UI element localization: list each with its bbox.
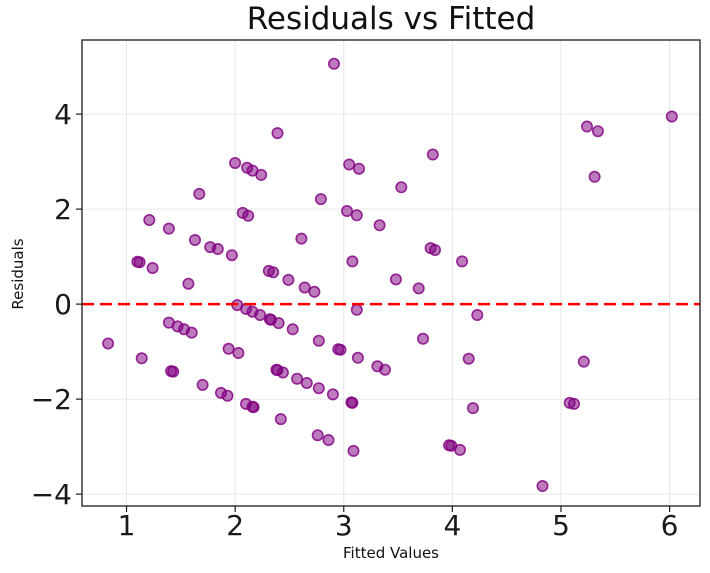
scatter-point: [426, 148, 439, 161]
scatter-point: [334, 343, 347, 356]
scatter-point: [185, 326, 198, 339]
scatter-point: [282, 273, 295, 286]
scatter-point: [133, 256, 146, 269]
scatter-point: [229, 157, 242, 170]
scatter-point: [580, 120, 593, 133]
y-axis: −4 −2 0 2 4: [31, 98, 82, 511]
scatter-point: [350, 303, 363, 316]
scatter-point: [314, 193, 327, 206]
scatter-point: [456, 255, 469, 268]
gridlines: [82, 40, 700, 506]
scatter-point: [326, 388, 339, 401]
scatter-point: [189, 234, 202, 247]
scatter-point: [267, 266, 280, 279]
scatter-point: [416, 332, 429, 345]
scatter-point: [255, 168, 268, 181]
scatter-point: [274, 413, 287, 426]
x-axis: 1 2 3 4 5 6: [118, 506, 679, 542]
scatter-point: [271, 127, 284, 140]
scatter-point: [567, 397, 580, 410]
scatter-point: [162, 222, 175, 235]
scatter-point: [340, 205, 353, 218]
scatter-point: [327, 57, 340, 70]
scatter-point: [242, 209, 255, 222]
scatter-point: [182, 277, 195, 290]
scatter-point: [308, 285, 321, 298]
scatter-point: [536, 479, 549, 492]
scatter-point: [471, 308, 484, 321]
scatter-point: [143, 214, 156, 227]
scatter-point: [453, 443, 466, 456]
y-axis-label: Residuals: [9, 238, 27, 310]
scatter-point: [272, 317, 285, 330]
scatter-point: [222, 342, 235, 355]
scatter-point: [312, 334, 325, 347]
scatter-point: [254, 308, 267, 321]
scatter-point: [395, 181, 408, 194]
scatter-point: [102, 337, 115, 350]
x-tick-label: 4: [443, 509, 461, 542]
x-tick-label: 1: [118, 509, 136, 542]
scatter-point: [591, 125, 604, 138]
scatter-point: [196, 378, 209, 391]
scatter-point: [232, 346, 245, 359]
y-tick-label: 0: [54, 288, 72, 321]
scatter-point: [298, 281, 311, 294]
y-tick-label: 2: [54, 193, 72, 226]
x-axis-label: Fitted Values: [343, 544, 439, 562]
scatter-point: [577, 355, 590, 368]
scatter-point: [466, 402, 479, 415]
scatter-point: [428, 244, 441, 257]
x-tick-label: 5: [552, 509, 570, 542]
x-tick-label: 6: [661, 509, 679, 542]
x-tick-label: 2: [226, 509, 244, 542]
scatter-point: [311, 429, 324, 442]
scatter-point: [352, 162, 365, 175]
axes-spines: [81, 39, 701, 507]
y-tick-label: −4: [31, 478, 72, 511]
scatter-point: [462, 352, 475, 365]
x-tick-label: 3: [335, 509, 353, 542]
scatter-point: [322, 433, 335, 446]
scatter-point: [389, 273, 402, 286]
scatter-point: [347, 444, 360, 457]
scatter-point: [276, 366, 289, 379]
scatter-point: [312, 382, 325, 395]
scatter-point: [343, 158, 356, 171]
scatter-point: [346, 255, 359, 268]
scatter-point: [225, 249, 238, 262]
scatter-point: [346, 396, 359, 409]
scatter-point: [135, 352, 148, 365]
scatter-point: [146, 261, 159, 274]
y-tick-label: −2: [31, 383, 72, 416]
scatter-point: [412, 282, 425, 295]
scatter-point: [665, 110, 678, 123]
scatter-point: [193, 187, 206, 200]
scatter-point: [378, 363, 391, 376]
chart-title: Residuals vs Fitted: [246, 1, 536, 37]
scatter-point: [373, 219, 386, 232]
scatter-point: [167, 365, 180, 378]
scatter-point: [247, 401, 260, 414]
scatter-point: [588, 170, 601, 183]
scatter-point: [286, 323, 299, 336]
scatter-points: [102, 57, 678, 492]
scatter-point: [300, 376, 313, 389]
scatter-point: [351, 351, 364, 364]
scatter-point: [350, 209, 363, 222]
scatter-point: [295, 232, 308, 245]
scatter-point: [211, 243, 224, 256]
scatter-point: [221, 389, 234, 402]
scatter-point: [291, 372, 304, 385]
y-tick-label: 4: [54, 98, 72, 131]
